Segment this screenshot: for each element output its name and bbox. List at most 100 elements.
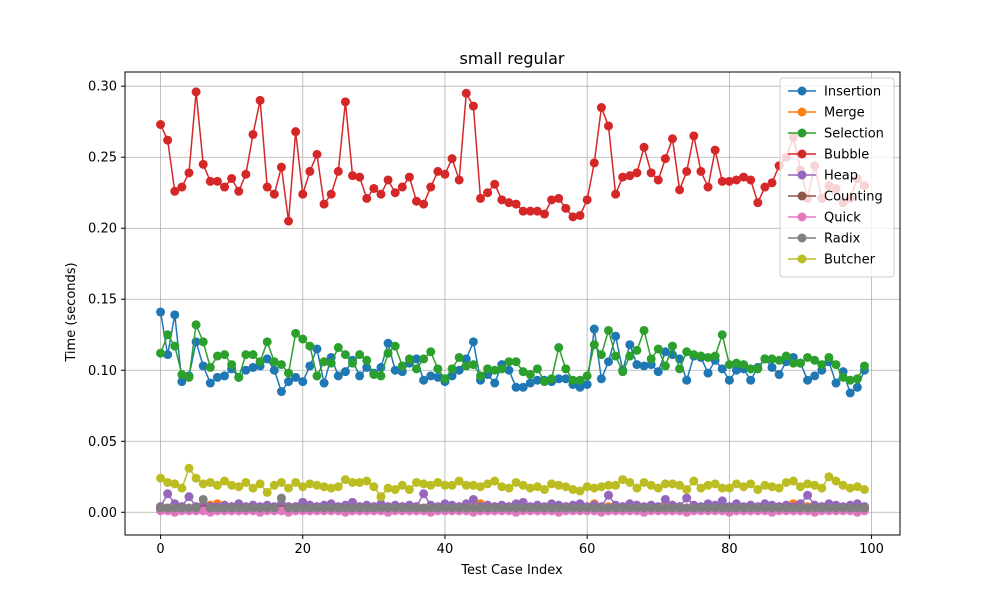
data-point [760, 503, 770, 513]
y-tick-label: 0.25 [88, 151, 117, 166]
data-point [468, 480, 478, 490]
data-point [355, 350, 365, 360]
data-point [710, 479, 720, 489]
data-point [284, 503, 294, 513]
data-point [433, 477, 443, 487]
data-point [248, 129, 258, 139]
y-tick-label: 0.05 [88, 435, 117, 450]
data-point [852, 374, 862, 384]
data-point [276, 477, 286, 487]
data-point [731, 365, 741, 375]
data-point [739, 482, 749, 492]
data-point [767, 362, 777, 372]
data-point [646, 480, 656, 490]
data-point [511, 357, 521, 367]
data-point [518, 367, 528, 377]
data-point [262, 337, 272, 347]
data-point [355, 477, 365, 487]
data-point [234, 372, 244, 382]
data-point [504, 365, 514, 375]
y-tick-label: 0.10 [88, 364, 117, 379]
data-point [596, 350, 606, 360]
legend-label: Bubble [824, 148, 869, 163]
data-point [632, 345, 642, 355]
data-point [731, 358, 741, 368]
data-point [504, 503, 514, 513]
x-tick-label: 100 [859, 542, 884, 557]
data-point [589, 324, 599, 334]
data-point [653, 175, 663, 185]
data-point [810, 371, 820, 381]
legend-swatch-marker [797, 149, 807, 159]
data-point [582, 371, 592, 381]
data-point [859, 361, 869, 371]
data-point [269, 189, 279, 199]
data-point [312, 480, 322, 490]
data-point [440, 374, 450, 384]
plot-frame [124, 71, 901, 536]
data-point [412, 503, 422, 513]
data-point [547, 374, 557, 384]
data-point [191, 473, 201, 483]
data-point [717, 330, 727, 340]
data-point [170, 479, 180, 489]
data-point [262, 354, 272, 364]
data-point [667, 341, 677, 351]
data-point [348, 503, 358, 513]
data-point [333, 371, 343, 381]
data-point [838, 480, 848, 490]
data-point [603, 490, 613, 500]
data-point [717, 483, 727, 493]
legend: Insertion Merge Selection Bubble Heap Countin… [779, 77, 895, 278]
data-point [255, 357, 265, 367]
data-point [383, 483, 393, 493]
data-point [817, 360, 827, 370]
data-point [746, 364, 756, 374]
data-point [198, 361, 208, 371]
data-point [824, 472, 834, 482]
data-point [362, 503, 372, 513]
data-point [376, 503, 386, 513]
data-point [412, 477, 422, 487]
data-point [212, 503, 222, 513]
data-point [852, 482, 862, 492]
data-point [845, 388, 855, 398]
data-point [774, 503, 784, 513]
data-point [525, 370, 535, 380]
data-point [340, 503, 350, 513]
data-point [305, 503, 315, 513]
data-point [191, 503, 201, 513]
data-point [810, 480, 820, 490]
data-point [220, 350, 230, 360]
data-point [803, 352, 813, 362]
data-point [298, 189, 308, 199]
data-point [568, 485, 578, 495]
data-point [540, 209, 549, 219]
data-point [177, 370, 187, 380]
data-point [632, 503, 642, 513]
data-point [660, 361, 670, 371]
legend-item-bubble: Bubble [788, 148, 869, 163]
data-point [618, 503, 628, 513]
data-point [220, 503, 230, 513]
data-point [639, 477, 649, 487]
data-point [518, 480, 528, 490]
data-point [220, 371, 230, 381]
data-point [326, 189, 336, 199]
data-point [156, 503, 166, 513]
data-point [682, 485, 692, 495]
data-point [156, 120, 166, 130]
axis-ticks: 0 20 40 60 80 100 0.00 0.05 0.10 0.15 0.20 0.25 0.30 [88, 80, 884, 557]
data-point [532, 375, 542, 385]
data-point [511, 477, 521, 487]
data-point [803, 479, 813, 489]
data-point [774, 483, 784, 493]
data-point [298, 377, 308, 387]
data-point [760, 480, 770, 490]
data-point [390, 365, 400, 375]
series-line-insertion [159, 311, 866, 395]
data-point [667, 479, 677, 489]
data-point [461, 480, 471, 490]
data-point [675, 185, 685, 195]
data-point [710, 145, 720, 155]
